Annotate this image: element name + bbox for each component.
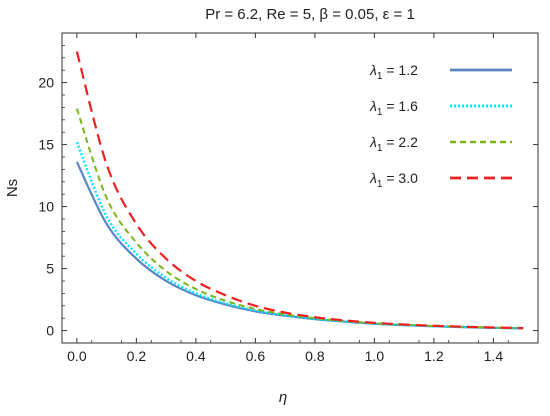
series-line-3 bbox=[75, 108, 524, 330]
x-tick-label: 0.4 bbox=[186, 348, 206, 364]
y-tick-label: 20 bbox=[38, 75, 54, 91]
chart-title: Pr = 6.2, Re = 5, β = 0.05, ε = 1 bbox=[205, 6, 415, 23]
legend-value: = 1.6 bbox=[382, 98, 418, 114]
legend-subscript: 1 bbox=[377, 143, 383, 154]
x-tick-label: 1.2 bbox=[424, 348, 444, 364]
y-axis-label: Ns bbox=[4, 179, 21, 197]
x-tick-label: 1.0 bbox=[365, 348, 385, 364]
x-tick-label: 0.8 bbox=[305, 348, 325, 364]
legend-subscript: 1 bbox=[377, 179, 383, 190]
y-tick-label: 0 bbox=[46, 323, 54, 339]
legend-value: = 1.2 bbox=[382, 62, 418, 78]
legend-value: = 3.0 bbox=[382, 170, 418, 186]
x-axis-label: η bbox=[279, 389, 287, 406]
x-tick-label: 1.4 bbox=[484, 348, 504, 364]
series-line-4 bbox=[75, 51, 524, 330]
x-tick-label: 0.2 bbox=[127, 348, 147, 364]
legend-symbol: λ bbox=[369, 134, 377, 150]
legend-label-1: λ1 = 1.2 bbox=[369, 62, 418, 82]
series-line-1 bbox=[75, 161, 524, 330]
plot-area: 0.0 0.2 0.4 0.6 0.8 1.0 1.2 1.4 0 5 10 15 20 bbox=[38, 32, 539, 364]
legend-subscript: 1 bbox=[377, 107, 383, 118]
legend-label-4: λ1 = 3.0 bbox=[369, 170, 418, 190]
x-tick-label: 0.6 bbox=[246, 348, 266, 364]
legend: λ1 = 1.2λ1 = 1.6λ1 = 2.2λ1 = 3.0 bbox=[369, 62, 512, 190]
legend-symbol: λ bbox=[369, 98, 377, 114]
y-tick-label: 10 bbox=[38, 199, 54, 215]
legend-symbol: λ bbox=[369, 170, 377, 186]
legend-symbol: λ bbox=[369, 62, 377, 78]
legend-label-2: λ1 = 1.6 bbox=[369, 98, 418, 118]
y-tick-label: 5 bbox=[46, 261, 54, 277]
x-tick-label: 0.0 bbox=[67, 348, 87, 364]
plot-frame bbox=[61, 32, 539, 344]
legend-label-3: λ1 = 2.2 bbox=[369, 134, 418, 154]
y-tick-label: 15 bbox=[38, 137, 54, 153]
legend-value: = 2.2 bbox=[382, 134, 418, 150]
legend-subscript: 1 bbox=[377, 71, 383, 82]
